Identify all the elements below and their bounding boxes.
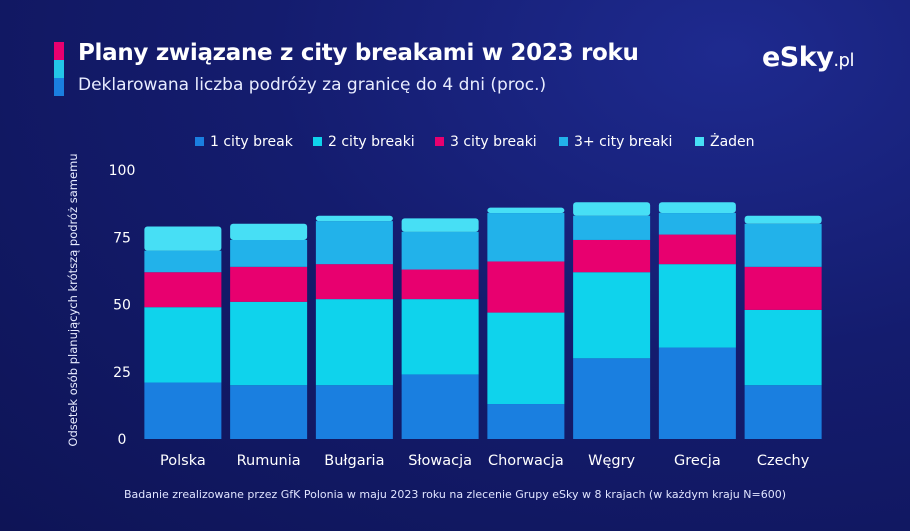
bar-segment bbox=[401, 231, 479, 270]
bar-segment bbox=[401, 299, 479, 375]
legend-label: Żaden bbox=[710, 132, 755, 150]
bar-segment bbox=[487, 404, 565, 439]
footnote: Badanie zrealizowane przez GfK Polonia w… bbox=[123, 488, 787, 501]
bar-segment bbox=[315, 299, 393, 386]
bar-segment bbox=[573, 272, 651, 359]
bar-segment bbox=[144, 382, 222, 439]
accent-segment-blue bbox=[54, 78, 64, 96]
accent-segment-cyan bbox=[54, 60, 64, 78]
bar-segment bbox=[144, 272, 222, 308]
y-tick-label: 0 bbox=[118, 432, 127, 448]
legend-swatch bbox=[695, 137, 704, 146]
bar-segment bbox=[658, 264, 736, 348]
legend-swatch bbox=[195, 137, 204, 146]
bar-segment bbox=[658, 234, 736, 265]
bar-segment bbox=[658, 202, 736, 214]
x-tick-label: Węgry bbox=[588, 453, 635, 469]
x-tick-label: Polska bbox=[160, 453, 206, 469]
bar-segment bbox=[230, 301, 308, 386]
x-tick-label: Grecja bbox=[674, 453, 721, 469]
bar-segment bbox=[144, 250, 222, 273]
bar-segment bbox=[573, 215, 651, 240]
bar-segment bbox=[230, 266, 308, 302]
legend-label: 3+ city breaki bbox=[574, 134, 672, 150]
legend-label: 3 city breaki bbox=[450, 134, 537, 150]
x-tick-label: Bułgaria bbox=[324, 453, 384, 469]
logo-suffix: .pl bbox=[833, 50, 854, 71]
accent-bar bbox=[54, 42, 64, 96]
bar-segment bbox=[315, 264, 393, 300]
y-tick-label: 75 bbox=[113, 230, 131, 246]
legend-swatch bbox=[435, 137, 444, 146]
bar-segment bbox=[744, 309, 822, 386]
esky-logo: eSky.pl bbox=[762, 42, 854, 73]
bar-segment bbox=[744, 266, 822, 310]
bar-segment bbox=[573, 358, 651, 439]
bar-segment bbox=[144, 226, 222, 251]
y-tick-label: 25 bbox=[113, 365, 131, 381]
page-subtitle: Deklarowana liczba podróży za granicę do… bbox=[78, 75, 547, 95]
x-tick-label: Słowacja bbox=[408, 453, 472, 469]
x-tick-label: Czechy bbox=[757, 453, 810, 469]
bar-segment bbox=[487, 213, 565, 262]
bar-segment bbox=[144, 307, 222, 383]
bar-segment bbox=[401, 269, 479, 300]
x-tick-label: Rumunia bbox=[237, 453, 301, 469]
bar-segment bbox=[315, 385, 393, 439]
bar-segment bbox=[487, 207, 565, 214]
bar-segment bbox=[230, 385, 308, 439]
bar-segment bbox=[658, 213, 736, 235]
bar-segment bbox=[401, 374, 479, 439]
bar-segment bbox=[401, 218, 479, 232]
accent-segment-pink bbox=[54, 42, 64, 60]
legend-label: 1 city break bbox=[210, 134, 294, 150]
bar-segment bbox=[487, 261, 565, 313]
y-tick-label: 100 bbox=[109, 163, 136, 179]
page-title: Plany związane z city breakami w 2023 ro… bbox=[78, 40, 639, 66]
logo-main: eSky bbox=[762, 42, 834, 73]
bar-segment bbox=[658, 347, 736, 439]
x-tick-label: Chorwacja bbox=[488, 453, 564, 469]
bar-segment bbox=[315, 215, 393, 222]
bar-segment bbox=[230, 239, 308, 267]
bar-segment bbox=[573, 239, 651, 273]
legend-swatch bbox=[313, 137, 322, 146]
bar-segment bbox=[487, 312, 565, 405]
bar-segment bbox=[573, 202, 651, 216]
y-tick-label: 50 bbox=[113, 298, 131, 314]
bar-segment bbox=[744, 385, 822, 439]
bar-segment bbox=[315, 221, 393, 265]
bar-segment bbox=[230, 223, 308, 240]
bar-segment bbox=[744, 215, 822, 224]
legend-swatch bbox=[559, 137, 568, 146]
bar-segment bbox=[744, 223, 822, 267]
legend-label: 2 city breaki bbox=[328, 134, 415, 150]
